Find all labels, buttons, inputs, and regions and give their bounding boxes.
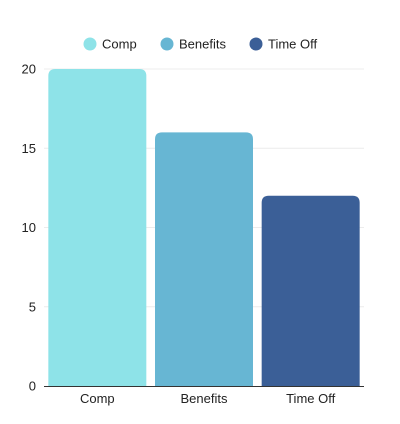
legend-label-benefits: Benefits [179,37,226,52]
y-tick-label-20: 20 [22,62,36,77]
bar-benefits [155,132,253,386]
legend: Comp Benefits Time Off [83,37,318,52]
y-tick-label-0: 0 [29,379,36,394]
legend-label-time-off: Time Off [268,37,318,52]
x-tick-label-time-off: Time Off [286,391,336,406]
legend-swatch-benefits [160,37,174,51]
y-tick-label-15: 15 [22,141,36,156]
legend-item-benefits[interactable]: Benefits [160,37,227,52]
x-tick-label-benefits: Benefits [181,391,228,406]
legend-swatch-time-off [249,37,263,51]
bar-comp [48,69,147,386]
y-tick-label-10: 10 [22,220,36,235]
legend-label-comp: Comp [102,37,137,52]
legend-swatch-comp [83,37,97,51]
legend-item-time-off[interactable]: Time Off [249,37,318,52]
bar-time-off [261,195,360,386]
x-tick-label-comp: Comp [80,391,115,406]
y-tick-label-5: 5 [29,299,36,314]
x-axis-ticks: Comp Benefits Time Off [80,391,336,406]
legend-item-comp[interactable]: Comp [83,37,137,52]
bars [48,69,360,386]
y-axis-ticks: 0 5 10 15 20 [22,62,36,394]
